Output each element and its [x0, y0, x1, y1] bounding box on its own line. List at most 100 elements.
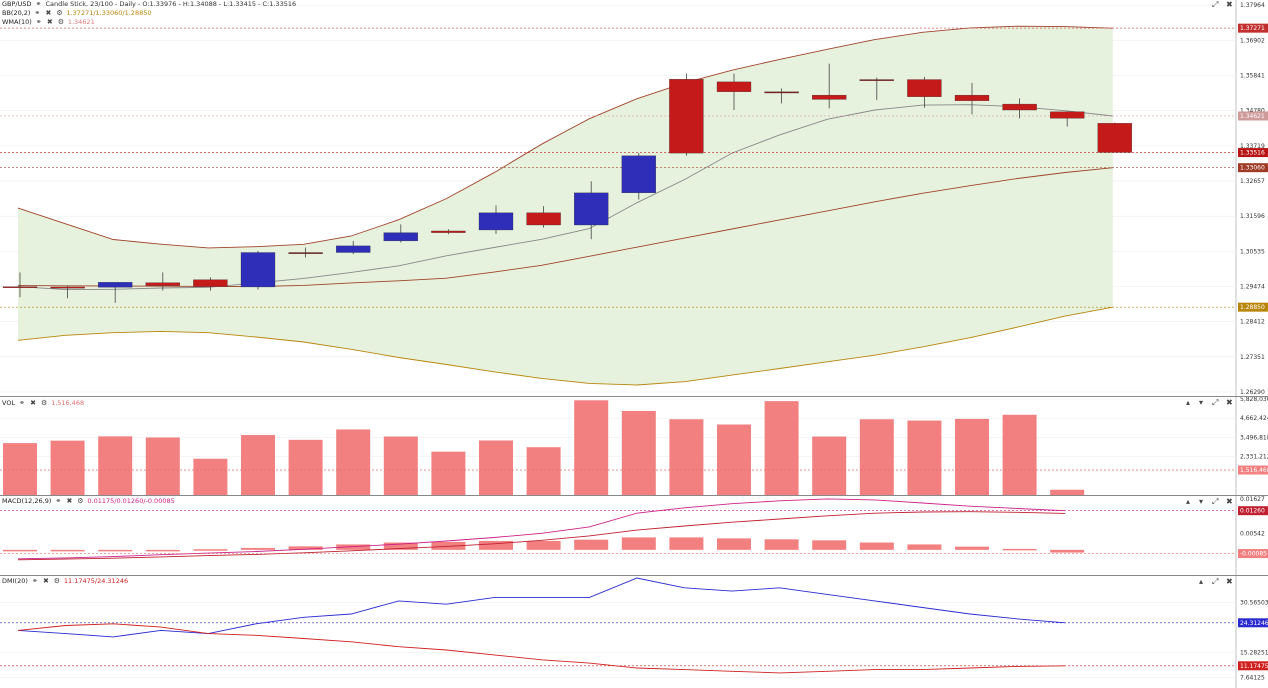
gear-icon[interactable]: ⚙: [57, 18, 64, 26]
tag-volume: 1,516,468: [1240, 467, 1268, 474]
wma-legend: WMA(10) ⚭ ✖ ⚙ 1.34621: [2, 18, 95, 27]
dmi-axis-tick: 7.64125: [1240, 674, 1265, 681]
macd-histogram-bar: [1050, 549, 1085, 553]
volume-bar: [1002, 414, 1037, 495]
tag-bb-mid-bg: [1238, 163, 1268, 173]
link-icon[interactable]: ⚭: [19, 399, 26, 407]
macd-histogram-bar: [241, 547, 275, 550]
volume-bar: [336, 429, 371, 495]
tag-bb-upper-bg: [1238, 23, 1268, 33]
close-icon[interactable]: ✖: [42, 577, 49, 585]
macd-label: MACD(12,26,9): [2, 497, 52, 505]
macd-histogram-bar: [526, 540, 561, 550]
candle-body: [907, 79, 942, 97]
volume-bar: [288, 439, 323, 495]
macd-histogram-bar: [3, 549, 37, 552]
gear-icon[interactable]: ⚙: [40, 399, 48, 407]
vol-axis-tick: 4,662,424: [1240, 415, 1268, 422]
gear-icon[interactable]: ⚙: [53, 577, 61, 585]
volume-bar: [145, 437, 180, 495]
bb-label: BB(20,2): [2, 9, 31, 17]
price-chart[interactable]: 1.37964 1.36902 1.35841 1.34780 1.33719 1.326…: [0, 0, 1268, 397]
expand-icon[interactable]: ⤢: [1212, 398, 1219, 407]
expand-icon[interactable]: ⤢: [1212, 497, 1219, 506]
volume-bar: [193, 458, 228, 495]
candle-body: [526, 212, 561, 226]
candle-body: [1002, 103, 1037, 111]
close-icon[interactable]: ✖: [66, 497, 73, 505]
candle-body: [383, 232, 418, 242]
dmi-axis-tick: 15.28251: [1240, 649, 1268, 656]
vol-axis-tick: 5,828,030: [1240, 397, 1268, 403]
volume-bar: [669, 419, 704, 495]
volume-bar: [431, 451, 466, 495]
arrow-up-icon[interactable]: ▴: [1186, 398, 1191, 407]
link-icon[interactable]: ⚭: [31, 577, 38, 585]
maximize-icon[interactable]: ⤢: [1212, 0, 1219, 9]
macd-histogram-bar: [859, 542, 894, 550]
macd-panel[interactable]: 0.01627 0.00542 0.01260 -0.00085 MACD(12,26…: [0, 496, 1268, 576]
candle-body: [288, 252, 323, 254]
volume-bar: [859, 419, 894, 495]
macd-histogram-bar: [812, 540, 847, 550]
link-icon[interactable]: ⚭: [55, 497, 62, 505]
candle-body: [812, 94, 847, 100]
volume-bar: [574, 400, 609, 495]
link-icon[interactable]: ⚭: [35, 0, 42, 8]
candle-body: [1050, 111, 1085, 119]
candle-body: [50, 286, 85, 289]
price-panel[interactable]: 1.37964 1.36902 1.35841 1.34780 1.33719 1.326…: [0, 0, 1268, 397]
bollinger-upper-line: [17, 25, 1113, 249]
volume-bar: [621, 410, 656, 495]
volume-bar: [98, 436, 133, 495]
wma-values: 1.34621: [67, 18, 95, 26]
volume-chart[interactable]: 5,828,030 4,662,424 3,496,818 2,331,212 1,51…: [0, 397, 1268, 496]
volume-bar: [1050, 489, 1085, 495]
arrow-up-icon[interactable]: ▴: [1199, 577, 1204, 586]
price-axis-tick: 1.32657: [1240, 178, 1265, 185]
arrow-up-icon[interactable]: ▴: [1186, 497, 1191, 506]
close-icon[interactable]: ✖: [46, 18, 53, 26]
dmi-label: DMI(20): [2, 577, 28, 585]
volume-bar: [812, 436, 847, 495]
vol-axis-tick: 3,496,818: [1240, 434, 1268, 441]
price-axis-tick: 1.26290: [1240, 389, 1265, 396]
dmi-chart[interactable]: 30.56503 15.28251 7.64125 24.31246 11.17475: [0, 576, 1268, 688]
price-axis-tick: 1.30535: [1240, 248, 1265, 255]
candle-body: [574, 192, 609, 226]
macd-legend: MACD(12,26,9) ⚭ ✖ ⚙ 0.01175/0.01260/-0.0…: [2, 497, 175, 506]
dmi-panel[interactable]: 30.56503 15.28251 7.64125 24.31246 11.17475 …: [0, 576, 1268, 688]
close-icon[interactable]: ✖: [45, 9, 52, 17]
macd-axis-tick: 0.00542: [1240, 531, 1265, 538]
candle-body: [1097, 123, 1132, 153]
expand-icon[interactable]: ⤢: [1212, 577, 1219, 586]
dmi-plus-line: [17, 577, 1066, 638]
close-panel-icon[interactable]: ✖: [1226, 0, 1233, 9]
close-panel-icon[interactable]: ✖: [1226, 398, 1233, 407]
volume-bar: [3, 443, 37, 495]
tag-dmi-minus-bg: [1238, 661, 1268, 671]
price-axis-tick: 1.36902: [1240, 37, 1265, 44]
macd-histogram-bar: [907, 544, 942, 550]
gear-icon[interactable]: ⚙: [77, 497, 84, 505]
macd-chart[interactable]: 0.01627 0.00542 0.01260 -0.00085: [0, 496, 1268, 576]
dmi-minus-line: [17, 623, 1066, 674]
macd-histogram-bar: [479, 540, 513, 550]
candle-body: [336, 245, 371, 253]
gear-icon[interactable]: ⚙: [56, 9, 63, 17]
candle-body: [193, 279, 228, 287]
volume-panel[interactable]: 5,828,030 4,662,424 3,496,818 2,331,212 1,51…: [0, 397, 1268, 496]
tag-macd-bg: [1238, 506, 1268, 516]
candle-body: [669, 79, 704, 154]
macd-histogram-bar: [50, 549, 85, 552]
macd-axis-tick: 0.01627: [1240, 496, 1265, 503]
arrow-down-icon[interactable]: ▾: [1199, 497, 1204, 506]
dmi-values: 11.17475/24.31246: [63, 577, 129, 585]
close-icon[interactable]: ✖: [30, 399, 37, 407]
arrow-down-icon[interactable]: ▾: [1199, 398, 1204, 407]
link-icon[interactable]: ⚭: [34, 9, 41, 17]
close-panel-icon[interactable]: ✖: [1226, 577, 1233, 586]
link-icon[interactable]: ⚭: [35, 18, 42, 26]
macd-histogram-bar: [193, 549, 228, 551]
close-panel-icon[interactable]: ✖: [1226, 497, 1233, 506]
